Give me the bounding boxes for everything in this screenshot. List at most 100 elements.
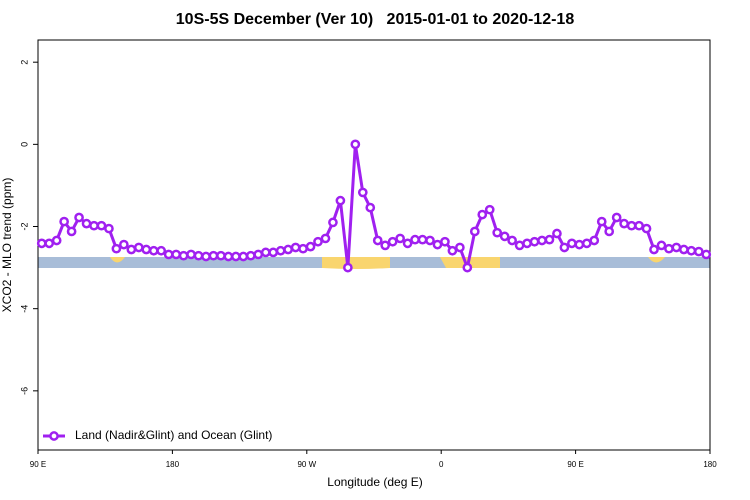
data-point bbox=[126, 244, 137, 255]
data-point bbox=[372, 235, 383, 246]
x-tick-label: 180 bbox=[703, 460, 717, 469]
data-point bbox=[238, 251, 249, 262]
data-point bbox=[111, 243, 122, 254]
data-point bbox=[313, 236, 323, 247]
data-point bbox=[679, 244, 689, 255]
legend-marker bbox=[49, 431, 59, 441]
data-point bbox=[462, 262, 473, 273]
data-point bbox=[634, 220, 644, 231]
chart-title: 10S-5S December (Ver 10) 2015-01-01 to 2… bbox=[176, 11, 575, 28]
data-point bbox=[626, 220, 637, 231]
data-point bbox=[410, 234, 420, 245]
series bbox=[36, 139, 712, 273]
data-point bbox=[514, 240, 525, 251]
data-point bbox=[193, 250, 204, 261]
data-point bbox=[574, 239, 585, 250]
data-point bbox=[507, 235, 517, 246]
data-point bbox=[89, 220, 99, 231]
data-point bbox=[305, 241, 316, 252]
x-tick-label: 90 W bbox=[297, 460, 316, 469]
data-point bbox=[477, 209, 488, 220]
data-point bbox=[320, 233, 331, 244]
data-point bbox=[567, 238, 577, 249]
data-point bbox=[119, 239, 129, 250]
y-tick-label: -6 bbox=[19, 387, 29, 395]
x-axis-label: Longitude (deg E) bbox=[327, 475, 422, 489]
data-point bbox=[641, 223, 652, 234]
data-point bbox=[328, 217, 338, 228]
data-point bbox=[440, 236, 450, 247]
data-point bbox=[469, 226, 480, 237]
land-patch bbox=[322, 257, 390, 269]
data-point bbox=[649, 244, 659, 255]
data-point bbox=[74, 212, 84, 223]
x-tick-label: 0 bbox=[439, 460, 444, 469]
data-point bbox=[492, 227, 503, 238]
data-point bbox=[178, 250, 189, 261]
data-point bbox=[51, 235, 62, 246]
data-point bbox=[44, 238, 55, 249]
data-point bbox=[596, 216, 607, 227]
data-point bbox=[559, 242, 570, 253]
data-point bbox=[656, 240, 667, 251]
data-point bbox=[619, 218, 629, 229]
data-point bbox=[104, 223, 114, 234]
data-point bbox=[455, 242, 465, 253]
data-point bbox=[133, 242, 144, 253]
data-point bbox=[686, 245, 697, 256]
data-point bbox=[66, 226, 77, 237]
data-point bbox=[148, 245, 159, 256]
data-point bbox=[260, 247, 271, 258]
data-point bbox=[223, 251, 234, 262]
data-point bbox=[283, 244, 293, 255]
data-point bbox=[589, 235, 600, 246]
x-tick-label: 180 bbox=[166, 460, 180, 469]
data-point bbox=[186, 249, 196, 260]
data-point bbox=[245, 250, 256, 261]
data-point bbox=[395, 233, 405, 244]
data-point bbox=[343, 262, 353, 273]
data-point bbox=[59, 216, 69, 227]
data-point bbox=[350, 139, 361, 150]
land-patch bbox=[440, 257, 500, 268]
land-patch bbox=[648, 257, 665, 263]
data-point bbox=[141, 244, 152, 255]
data-point bbox=[425, 235, 435, 246]
data-point bbox=[581, 238, 592, 249]
data-point bbox=[701, 249, 712, 260]
data-point bbox=[544, 234, 555, 245]
data-point bbox=[693, 246, 704, 257]
data-point bbox=[671, 242, 682, 253]
data-point bbox=[380, 240, 391, 251]
data-point bbox=[36, 238, 47, 249]
y-axis-label: XCO2 - MLO trend (ppm) bbox=[0, 178, 14, 313]
legend-label: Land (Nadir&Glint) and Ocean (Glint) bbox=[75, 428, 272, 442]
data-point bbox=[335, 195, 346, 206]
data-point bbox=[298, 243, 308, 254]
y-tick-label: 2 bbox=[19, 60, 29, 65]
data-point bbox=[231, 251, 241, 262]
data-point bbox=[484, 204, 495, 215]
data-point bbox=[611, 212, 622, 223]
data-point bbox=[664, 243, 674, 254]
data-point bbox=[163, 249, 174, 260]
x-tick-label: 90 E bbox=[30, 460, 46, 469]
y-tick-label: 0 bbox=[19, 142, 29, 147]
data-point bbox=[156, 245, 167, 256]
data-point bbox=[529, 236, 540, 247]
data-point bbox=[268, 247, 279, 258]
data-point bbox=[201, 251, 211, 262]
data-point bbox=[275, 245, 286, 256]
data-point bbox=[432, 239, 443, 250]
data-point bbox=[604, 226, 615, 237]
data-point bbox=[253, 249, 264, 260]
data-point bbox=[387, 236, 398, 247]
data-point bbox=[357, 187, 368, 198]
data-point bbox=[402, 238, 413, 249]
y-tick-label: -4 bbox=[19, 305, 29, 313]
data-point bbox=[537, 235, 547, 246]
land-ocean-strip bbox=[38, 257, 710, 269]
data-point bbox=[417, 234, 428, 245]
x-tick-label: 90 E bbox=[567, 460, 583, 469]
